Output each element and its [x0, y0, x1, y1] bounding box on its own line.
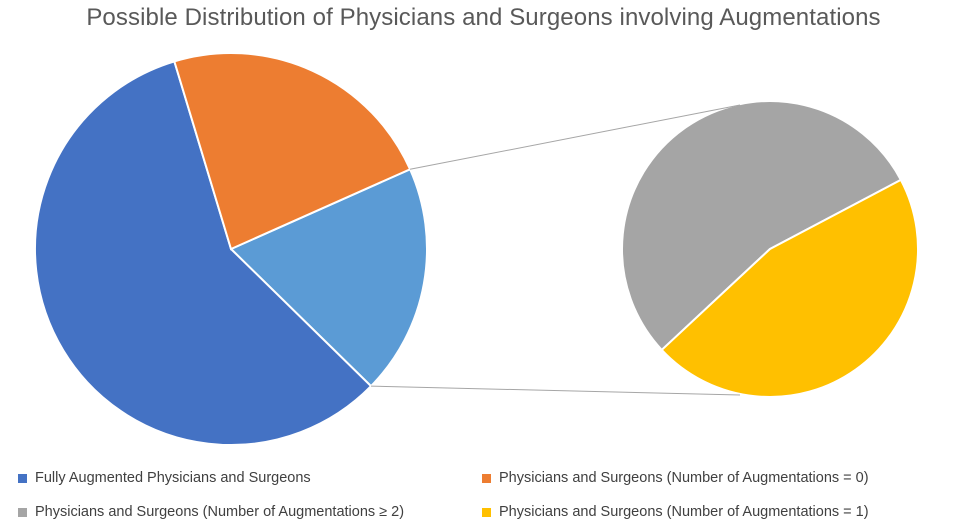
main-pie-slice-physicians-and-surgeons-number-of-augmentations-0 [173, 52, 412, 251]
connector-line-bottom [371, 385, 741, 396]
main-pie-slice-fully-augmented-physicians-and-surgeons [34, 60, 373, 446]
secondary-pie-slice-physicians-and-surgeons-number-of-augmentations-2 [621, 100, 903, 352]
chart-title: Possible Distribution of Physicians and … [86, 4, 881, 31]
secondary-pie-slice-physicians-and-surgeons-number-of-augmentations-1 [660, 178, 919, 398]
main-pie-slice-other [229, 167, 428, 388]
connector-line-top [409, 104, 741, 170]
